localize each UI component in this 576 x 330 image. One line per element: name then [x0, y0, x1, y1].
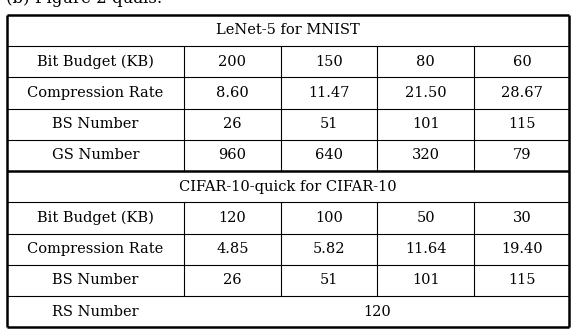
Text: 8.60: 8.60 — [216, 86, 249, 100]
Text: (b) Figure 2 quals.: (b) Figure 2 quals. — [6, 0, 162, 7]
Text: 150: 150 — [315, 55, 343, 69]
Text: 26: 26 — [223, 117, 242, 131]
Text: 11.64: 11.64 — [405, 242, 446, 256]
Text: 200: 200 — [218, 55, 247, 69]
Text: 51: 51 — [320, 274, 338, 287]
Text: 115: 115 — [509, 117, 536, 131]
Text: Bit Budget (KB): Bit Budget (KB) — [37, 54, 154, 69]
Text: Bit Budget (KB): Bit Budget (KB) — [37, 211, 154, 225]
Text: 120: 120 — [363, 305, 391, 319]
Text: 30: 30 — [513, 211, 532, 225]
Text: 4.85: 4.85 — [216, 242, 249, 256]
Text: BS Number: BS Number — [52, 274, 139, 287]
Text: 51: 51 — [320, 117, 338, 131]
Text: 19.40: 19.40 — [502, 242, 543, 256]
Text: 60: 60 — [513, 55, 532, 69]
Text: 100: 100 — [315, 211, 343, 225]
Text: 50: 50 — [416, 211, 435, 225]
Text: Compression Rate: Compression Rate — [27, 86, 164, 100]
Text: 115: 115 — [509, 274, 536, 287]
Text: RS Number: RS Number — [52, 305, 139, 319]
Text: 960: 960 — [218, 148, 247, 162]
Text: 26: 26 — [223, 274, 242, 287]
Text: 28.67: 28.67 — [502, 86, 543, 100]
Text: LeNet-5 for MNIST: LeNet-5 for MNIST — [216, 23, 360, 38]
Text: 21.50: 21.50 — [405, 86, 446, 100]
Text: 5.82: 5.82 — [313, 242, 345, 256]
Text: 320: 320 — [412, 148, 439, 162]
Text: 101: 101 — [412, 274, 439, 287]
Text: 120: 120 — [218, 211, 246, 225]
Text: BS Number: BS Number — [52, 117, 139, 131]
Text: 80: 80 — [416, 55, 435, 69]
Text: 11.47: 11.47 — [308, 86, 350, 100]
Text: Compression Rate: Compression Rate — [27, 242, 164, 256]
Text: CIFAR-10-quick for CIFAR-10: CIFAR-10-quick for CIFAR-10 — [179, 180, 397, 194]
Text: 640: 640 — [315, 148, 343, 162]
Text: 101: 101 — [412, 117, 439, 131]
Text: 79: 79 — [513, 148, 532, 162]
Text: GS Number: GS Number — [52, 148, 139, 162]
